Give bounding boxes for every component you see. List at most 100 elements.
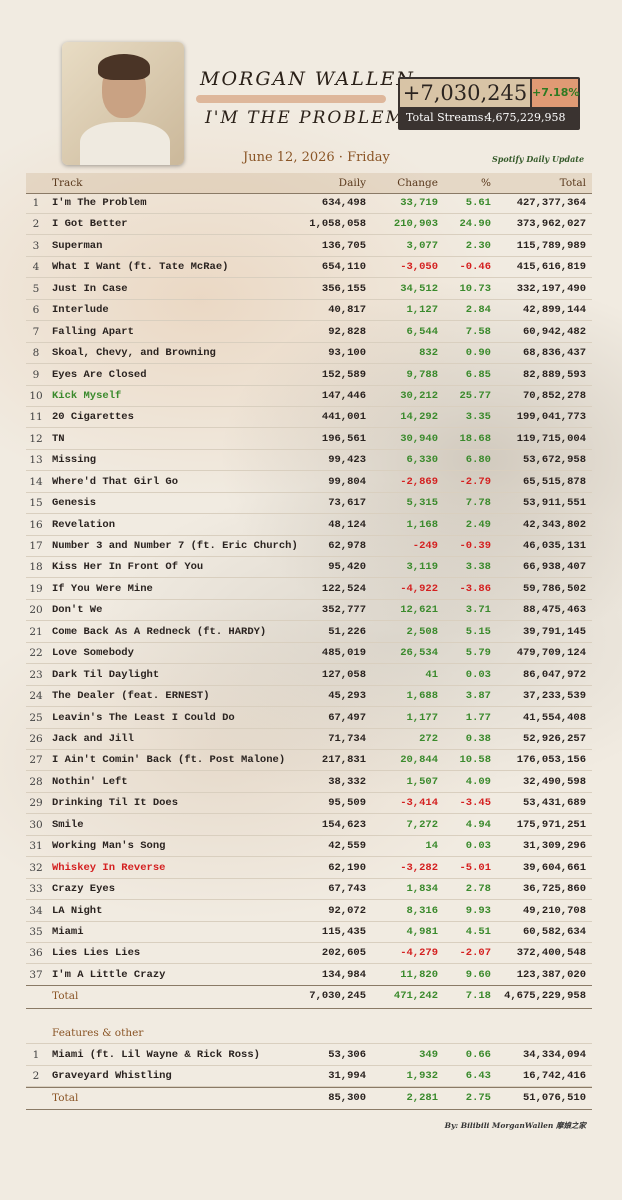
row-divider	[26, 320, 592, 322]
total: 42,899,144	[522, 304, 586, 317]
total: 37,233,539	[522, 690, 586, 703]
total: 65,515,878	[522, 475, 586, 488]
track-name: Revelation	[52, 518, 116, 531]
track-name: Love Somebody	[52, 647, 134, 660]
daily: 92,828	[328, 325, 366, 338]
date: June 12, 2026 · Friday	[243, 150, 390, 165]
total: 479,709,124	[516, 647, 586, 660]
track-name: Don't We	[52, 604, 103, 617]
daily: 634,498	[321, 197, 366, 209]
total: 39,791,145	[522, 625, 586, 638]
change: 8,316	[406, 904, 438, 917]
total: 415,616,819	[516, 261, 586, 274]
change: 4,981	[406, 925, 438, 938]
daily: 147,446	[321, 389, 366, 402]
row-divider	[26, 255, 592, 257]
change: -4,922	[400, 582, 438, 595]
change: 34,512	[400, 282, 438, 295]
total: 332,197,490	[516, 282, 586, 295]
row-divider	[26, 641, 592, 643]
track-name: Kick Myself	[52, 389, 122, 402]
rank: 29	[29, 797, 43, 810]
row-divider	[26, 341, 592, 343]
track-name: Falling Apart	[52, 325, 134, 338]
total-streams: 4,675,229,958	[504, 990, 586, 1003]
pct: 4.51	[465, 925, 491, 938]
total-daily: 85,300	[328, 1091, 366, 1104]
total: 176,053,156	[516, 754, 586, 767]
pct: 5.15	[465, 625, 491, 638]
change: 5,315	[406, 497, 438, 510]
track-name: I Got Better	[52, 218, 128, 231]
track-name: TN	[52, 432, 65, 445]
change: 6,544	[406, 325, 438, 338]
daily: 154,623	[321, 818, 366, 831]
track-name: Kiss Her In Front Of You	[52, 561, 204, 574]
change: 1,177	[406, 711, 438, 724]
rank: 34	[29, 904, 43, 917]
total: 175,971,251	[516, 818, 586, 831]
rank: 22	[29, 647, 43, 660]
total: 34,334,094	[522, 1049, 586, 1061]
daily-pct: +7.18%	[532, 79, 579, 107]
artist-name: MORGAN WALLEN	[200, 68, 415, 90]
header-row-bg	[26, 173, 592, 194]
total: 70,852,278	[522, 389, 586, 402]
rank: 23	[29, 668, 43, 681]
change: 14,292	[400, 411, 438, 424]
daily: 31,994	[328, 1070, 366, 1083]
change: 9,788	[406, 368, 438, 381]
rank: 7	[32, 325, 40, 338]
total-pct: 2.75	[465, 1091, 491, 1104]
portrait-shirt	[80, 122, 170, 165]
row-divider	[26, 470, 592, 472]
rank: 18	[29, 561, 43, 574]
column-header: Track	[52, 177, 83, 189]
pct: 9.93	[465, 904, 491, 917]
rank: 20	[29, 604, 43, 617]
rank: 6	[32, 304, 40, 317]
row-divider	[26, 684, 592, 686]
track-name: Interlude	[52, 304, 109, 317]
rank: 27	[29, 754, 43, 767]
daily: 62,978	[328, 540, 366, 553]
daily: 38,332	[328, 775, 366, 788]
row-divider	[26, 1043, 592, 1044]
rank: 28	[29, 775, 43, 788]
rank: 2	[32, 1070, 40, 1083]
rank: 9	[32, 368, 40, 381]
pct: -3.45	[459, 797, 491, 810]
album-art	[62, 42, 184, 165]
change: 14	[425, 840, 438, 853]
track-name: Working Man's Song	[52, 840, 166, 853]
row-divider	[26, 941, 592, 943]
pct: 4.09	[465, 775, 491, 788]
daily: 73,617	[328, 497, 366, 510]
daily-change: +7,030,245	[400, 79, 530, 107]
total: 82,889,593	[522, 368, 586, 381]
pct: 0.66	[465, 1049, 491, 1061]
pct: 6.43	[465, 1070, 491, 1083]
pct: 2.49	[465, 518, 491, 531]
total: 36,725,860	[522, 883, 586, 896]
daily: 352,777	[321, 604, 366, 617]
column-header: Daily	[338, 177, 366, 189]
daily: 48,124	[328, 518, 366, 531]
row-divider	[26, 513, 592, 515]
total: 59,786,502	[522, 582, 586, 595]
total: 86,047,972	[522, 668, 586, 681]
track-name: Genesis	[52, 497, 97, 510]
album-title: I'M THE PROBLEM	[205, 108, 405, 128]
row-divider	[26, 663, 592, 665]
change: 41	[425, 668, 438, 681]
track-name: Drinking Til It Does	[52, 797, 179, 810]
total-change: 2,281	[406, 1091, 438, 1104]
pct: -0.46	[459, 261, 491, 274]
change: 1,688	[406, 690, 438, 703]
total: 53,672,958	[522, 454, 586, 467]
track-name: The Dealer (feat. ERNEST)	[52, 690, 210, 703]
change: 1,127	[406, 304, 438, 317]
rank: 33	[29, 883, 43, 896]
row-divider	[26, 985, 592, 987]
pct: 0.03	[465, 840, 491, 853]
